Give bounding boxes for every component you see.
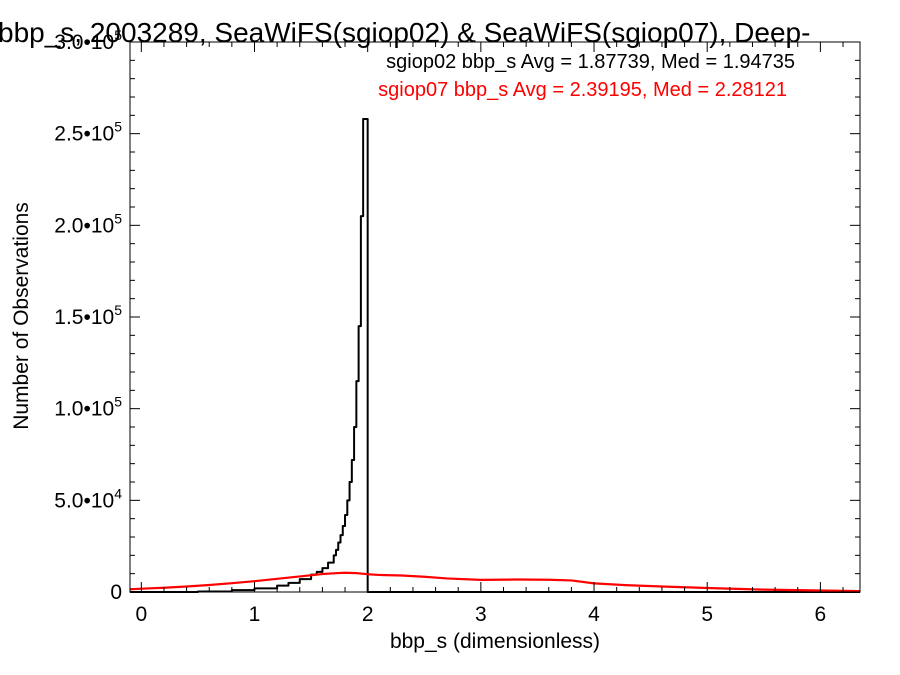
tick-layer: 0 1 2 3 4 5 6 0 5.0•104 1.0•105 1.5•105 2.0•105 2.5•… <box>54 27 860 626</box>
y-tick-exponent: 5 <box>114 27 122 43</box>
x-tick-label: 0 <box>135 603 147 626</box>
y-tick-label: 3.0•105 <box>54 27 122 54</box>
sgiop02-stats-annotation: sgiop02 bbp_s Avg = 1.87739, Med = 1.947… <box>386 51 795 73</box>
series-layer <box>129 118 861 593</box>
y-tick-exponent: 5 <box>114 210 122 226</box>
chart-title: bbp_s, 2003289, SeaWiFS(sgiop02) & SeaWi… <box>0 17 810 48</box>
plot-frame <box>129 41 861 593</box>
y-tick-label: 5.0•104 <box>54 485 122 512</box>
sgiop07-stats-annotation: sgiop07 bbp_s Avg = 2.39195, Med = 2.281… <box>378 79 787 101</box>
y-tick-exponent: 5 <box>114 302 122 318</box>
y-tick-exponent: 5 <box>114 119 122 135</box>
y-tick-label: 1.0•105 <box>54 394 122 421</box>
x-tick-label: 5 <box>701 603 713 626</box>
y-tick-label: 2.5•105 <box>54 119 122 146</box>
x-tick-label: 1 <box>249 603 261 626</box>
x-tick-label: 3 <box>475 603 487 626</box>
y-tick-label: 1.5•105 <box>54 302 122 329</box>
series-line-2 <box>129 571 861 593</box>
y-axis-label: Number of Observations <box>10 202 33 430</box>
x-tick-label: 2 <box>362 603 374 626</box>
series-line-1 <box>130 118 860 593</box>
y-tick-exponent: 5 <box>114 394 122 410</box>
y-tick-label: 0 <box>110 581 122 604</box>
y-tick-exponent: 4 <box>114 485 122 501</box>
x-axis-label: bbp_s (dimensionless) <box>390 630 600 653</box>
y-tick-label: 2.0•105 <box>54 210 122 237</box>
x-tick-label: 6 <box>815 603 827 626</box>
x-tick-label: 4 <box>588 603 600 626</box>
